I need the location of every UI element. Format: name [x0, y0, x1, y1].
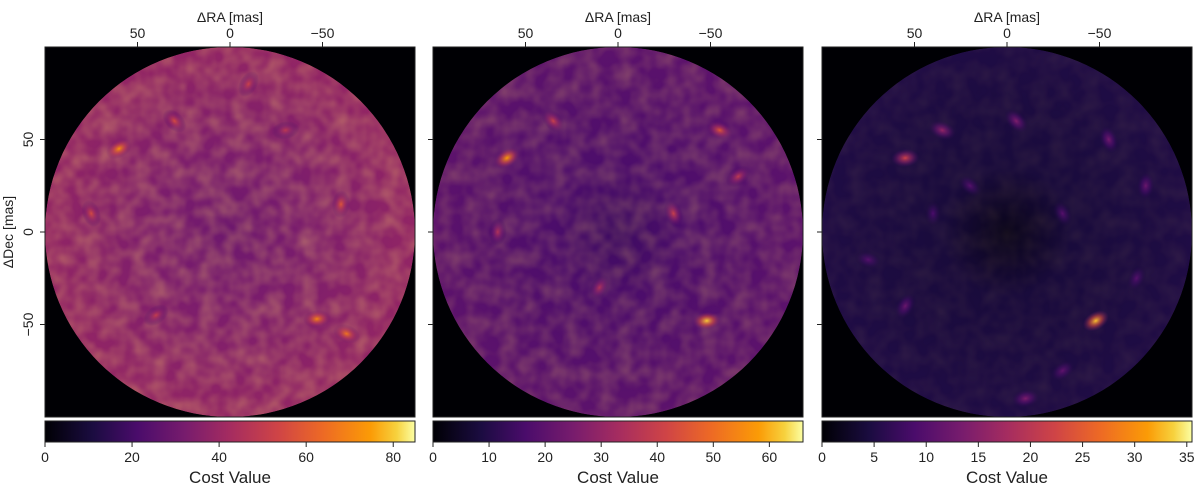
panel-middle: 50 0 −50 ΔRA [mas] 0 10 20 30 40 50 60 Cost Valu…: [428, 9, 804, 487]
panel-right: 50 0 −50 ΔRA [mas] 0 5 10 15 20 25 30 35 Cost Val…: [817, 9, 1195, 487]
colorbar-tick-label: 20: [124, 449, 140, 465]
cost-peak: [1049, 359, 1076, 382]
colorbar-title: Cost Value: [966, 468, 1048, 487]
cost-peak: [891, 148, 920, 168]
cost-peak: [541, 109, 566, 133]
cost-peak: [1126, 265, 1147, 292]
panel-left: 50 0 −50 50 0 −50 ΔRA [mas] ΔDec [mas] 0 20 40…: [0, 9, 416, 487]
colorbar-tick-label: 50: [706, 449, 722, 465]
colorbar: [44, 420, 416, 443]
colorbar-tick-label: 40: [211, 449, 227, 465]
cost-map-disk: [45, 47, 415, 417]
cost-map-disk: [433, 47, 803, 417]
colorbar-tick-label: 60: [298, 449, 314, 465]
colorbar-title: Cost Value: [189, 468, 271, 487]
cost-peak: [331, 190, 351, 219]
colorbar-tick-label: 20: [537, 449, 553, 465]
y-tick-label: −50: [20, 312, 36, 336]
x-tick-label: −50: [1088, 25, 1112, 41]
x-tick-label: 50: [907, 25, 923, 41]
colorbar-tick-label: 15: [971, 449, 987, 465]
colorbar-tick-label: 0: [429, 449, 437, 465]
cost-peak: [692, 311, 721, 330]
x-ticks: 50 0 −50: [518, 25, 723, 47]
cost-peak: [106, 138, 132, 160]
colorbar-tick-label: 10: [918, 449, 934, 465]
colorbar-tick-label: 20: [1023, 449, 1039, 465]
colorbar-tick-label: 30: [593, 449, 609, 465]
cost-peak: [725, 165, 751, 188]
cost-peak: [589, 274, 610, 301]
x-axis-title: ΔRA [mas]: [197, 9, 263, 25]
x-tick-label: 50: [518, 25, 534, 41]
y-axis-title: ΔDec [mas]: [0, 196, 16, 268]
cost-peak: [302, 309, 331, 328]
colorbar-ticks: 0 20 40 60 80: [41, 442, 401, 465]
colorbar-ticks: 0 5 10 15 20 25 30 35: [818, 442, 1195, 465]
cost-peak: [663, 199, 684, 228]
x-tick-label: −50: [699, 25, 723, 41]
x-axis-title: ΔRA [mas]: [585, 9, 651, 25]
texture-layer: [433, 47, 803, 417]
x-tick-label: −50: [311, 25, 335, 41]
y-tick-label: 0: [20, 228, 36, 236]
cost-peak: [924, 199, 942, 228]
colorbar-tick-label: 0: [818, 449, 826, 465]
cost-peak: [1011, 389, 1040, 408]
x-axis-title: ΔRA [mas]: [974, 9, 1040, 25]
colorbar-tick-label: 30: [1127, 449, 1143, 465]
cost-peak: [706, 120, 734, 140]
x-tick-label: 0: [1003, 25, 1011, 41]
y-ticks: [428, 139, 433, 325]
cost-peak: [162, 109, 187, 133]
colorbar: [432, 420, 804, 443]
cost-peak: [894, 293, 916, 319]
cost-peak: [1004, 109, 1029, 133]
colorbar-tick-label: 5: [870, 449, 878, 465]
cost-peak: [1099, 125, 1119, 154]
colorbar-ticks: 0 10 20 30 40 50 60: [429, 442, 777, 465]
cost-peak: [488, 218, 507, 246]
y-tick-label: 50: [20, 132, 36, 148]
cost-peak: [494, 147, 520, 169]
colorbar-tick-label: 35: [1179, 449, 1195, 465]
cost-peak: [238, 71, 259, 97]
texture-layer: [822, 47, 1192, 417]
cost-peak: [143, 304, 169, 327]
colorbar-tick-label: 80: [385, 449, 401, 465]
colorbar-tick-label: 25: [1075, 449, 1091, 465]
colorbar-tick-label: 0: [41, 449, 49, 465]
cost-peak: [1136, 171, 1155, 200]
y-ticks: [817, 139, 822, 325]
x-tick-label: 0: [226, 25, 234, 41]
colorbar: [821, 420, 1193, 443]
cost-peak: [333, 324, 361, 344]
colorbar-tick-label: 10: [481, 449, 497, 465]
cost-peak: [271, 121, 300, 140]
x-tick-label: 0: [614, 25, 622, 41]
cost-peak: [1052, 200, 1073, 227]
x-ticks: 50 0 −50: [907, 25, 1112, 47]
cost-map-disk: [822, 47, 1192, 417]
cost-peak: [1082, 310, 1109, 332]
colorbar-tick-label: 40: [649, 449, 665, 465]
x-ticks: 50 0 −50: [130, 25, 335, 47]
cost-peak: [81, 199, 101, 228]
cost-peak: [928, 120, 956, 140]
cost-peak: [957, 174, 983, 198]
cost-peak: [854, 250, 882, 270]
texture-layer: [45, 47, 415, 417]
colorbar-title: Cost Value: [577, 468, 659, 487]
x-tick-label: 50: [130, 25, 146, 41]
colorbar-tick-label: 60: [762, 449, 778, 465]
y-ticks: 50 0 −50: [20, 132, 45, 336]
